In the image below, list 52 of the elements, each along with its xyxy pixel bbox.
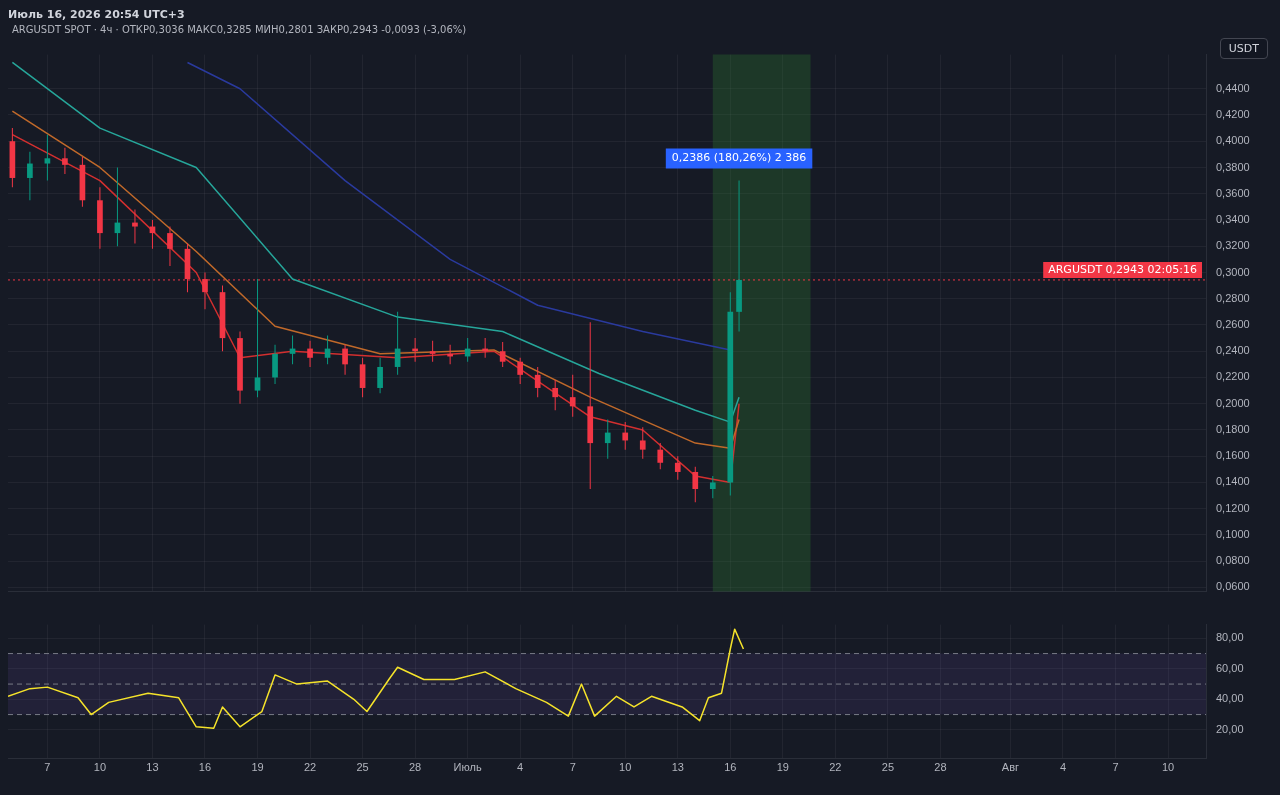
y-tick-label: 0,2600 — [1216, 318, 1250, 330]
x-tick-label: 28 — [934, 761, 947, 774]
x-tick-label: 13 — [671, 761, 684, 774]
x-tick-label: Авг — [1001, 761, 1020, 774]
x-tick-label: 7 — [1112, 761, 1119, 774]
y-tick-label: 0,1400 — [1216, 475, 1250, 488]
y-tick-label: 0,2200 — [1216, 370, 1250, 383]
y-tick-label: 0,0800 — [1216, 554, 1250, 567]
x-tick-label: 28 — [408, 761, 422, 774]
y-tick-label: 0,3400 — [1216, 213, 1250, 225]
x-tick-label: 25 — [881, 761, 895, 774]
x-tick-label: 25 — [356, 761, 369, 774]
chart-subtitle: ARGUSDT SPOT · 4ч · ОТКР0,3036 МАКС0,3285 МИН0,2801 ЗАКР0,2943 -0,0093 (-3,06%) — [11, 24, 468, 37]
y-tick-label: 0,1600 — [1216, 449, 1250, 462]
y-tick-label: 0,1800 — [1216, 423, 1250, 435]
x-tick-label: 10 — [93, 761, 107, 774]
x-tick-label: 19 — [251, 761, 264, 774]
y-tick-label: 0,3200 — [1216, 239, 1250, 252]
x-tick-label: 7 — [44, 761, 51, 774]
y-tick-label: 0,0600 — [1216, 580, 1250, 593]
y-tick-label: 0,2400 — [1216, 344, 1250, 357]
x-tick-label: 7 — [569, 761, 576, 774]
y-axis-title: USDT — [1219, 38, 1268, 59]
chart-title: Июль 16, 2026 20:54 UTC+3 — [8, 8, 186, 23]
x-tick-label: 22 — [303, 761, 317, 774]
annotation: 0,2386 (180,26%) 2 386 — [671, 151, 807, 165]
y-tick-label: 0,1200 — [1216, 501, 1250, 514]
x-tick-label: 16 — [724, 761, 737, 774]
x-tick-label: 4 — [1059, 761, 1067, 774]
y-tick-label: 0,3600 — [1216, 186, 1250, 199]
y-tick-label: 60,00 — [1216, 661, 1244, 674]
y-tick-label: 20,00 — [1216, 722, 1244, 735]
y-tick-label: 0,2800 — [1216, 291, 1250, 304]
y-tick-label: 40,00 — [1216, 692, 1244, 705]
x-tick-label: 10 — [1161, 761, 1175, 774]
x-tick-label: 4 — [517, 761, 524, 774]
x-tick-label: 10 — [619, 761, 632, 774]
candlestick — [132, 209, 138, 244]
y-tick-label: 0,3000 — [1216, 265, 1250, 278]
ref-line-label: ARGUSDT 0,2943 02:05:16 — [1048, 262, 1198, 276]
y-tick-label: 0,4000 — [1216, 134, 1250, 147]
x-tick-label: 16 — [198, 761, 212, 774]
y-tick-label: 0,1000 — [1216, 528, 1250, 540]
y-tick-label: 0,2000 — [1216, 396, 1250, 409]
y-tick-label: 0,3800 — [1216, 160, 1250, 173]
y-tick-label: 0,4200 — [1216, 108, 1250, 120]
x-tick-label: 19 — [776, 761, 789, 774]
x-tick-label: Июль — [453, 761, 482, 774]
x-tick-label: 22 — [829, 761, 842, 774]
y-tick-label: 80,00 — [1216, 631, 1244, 644]
x-tick-label: 13 — [146, 761, 159, 774]
y-tick-label: 0,4400 — [1216, 81, 1250, 94]
